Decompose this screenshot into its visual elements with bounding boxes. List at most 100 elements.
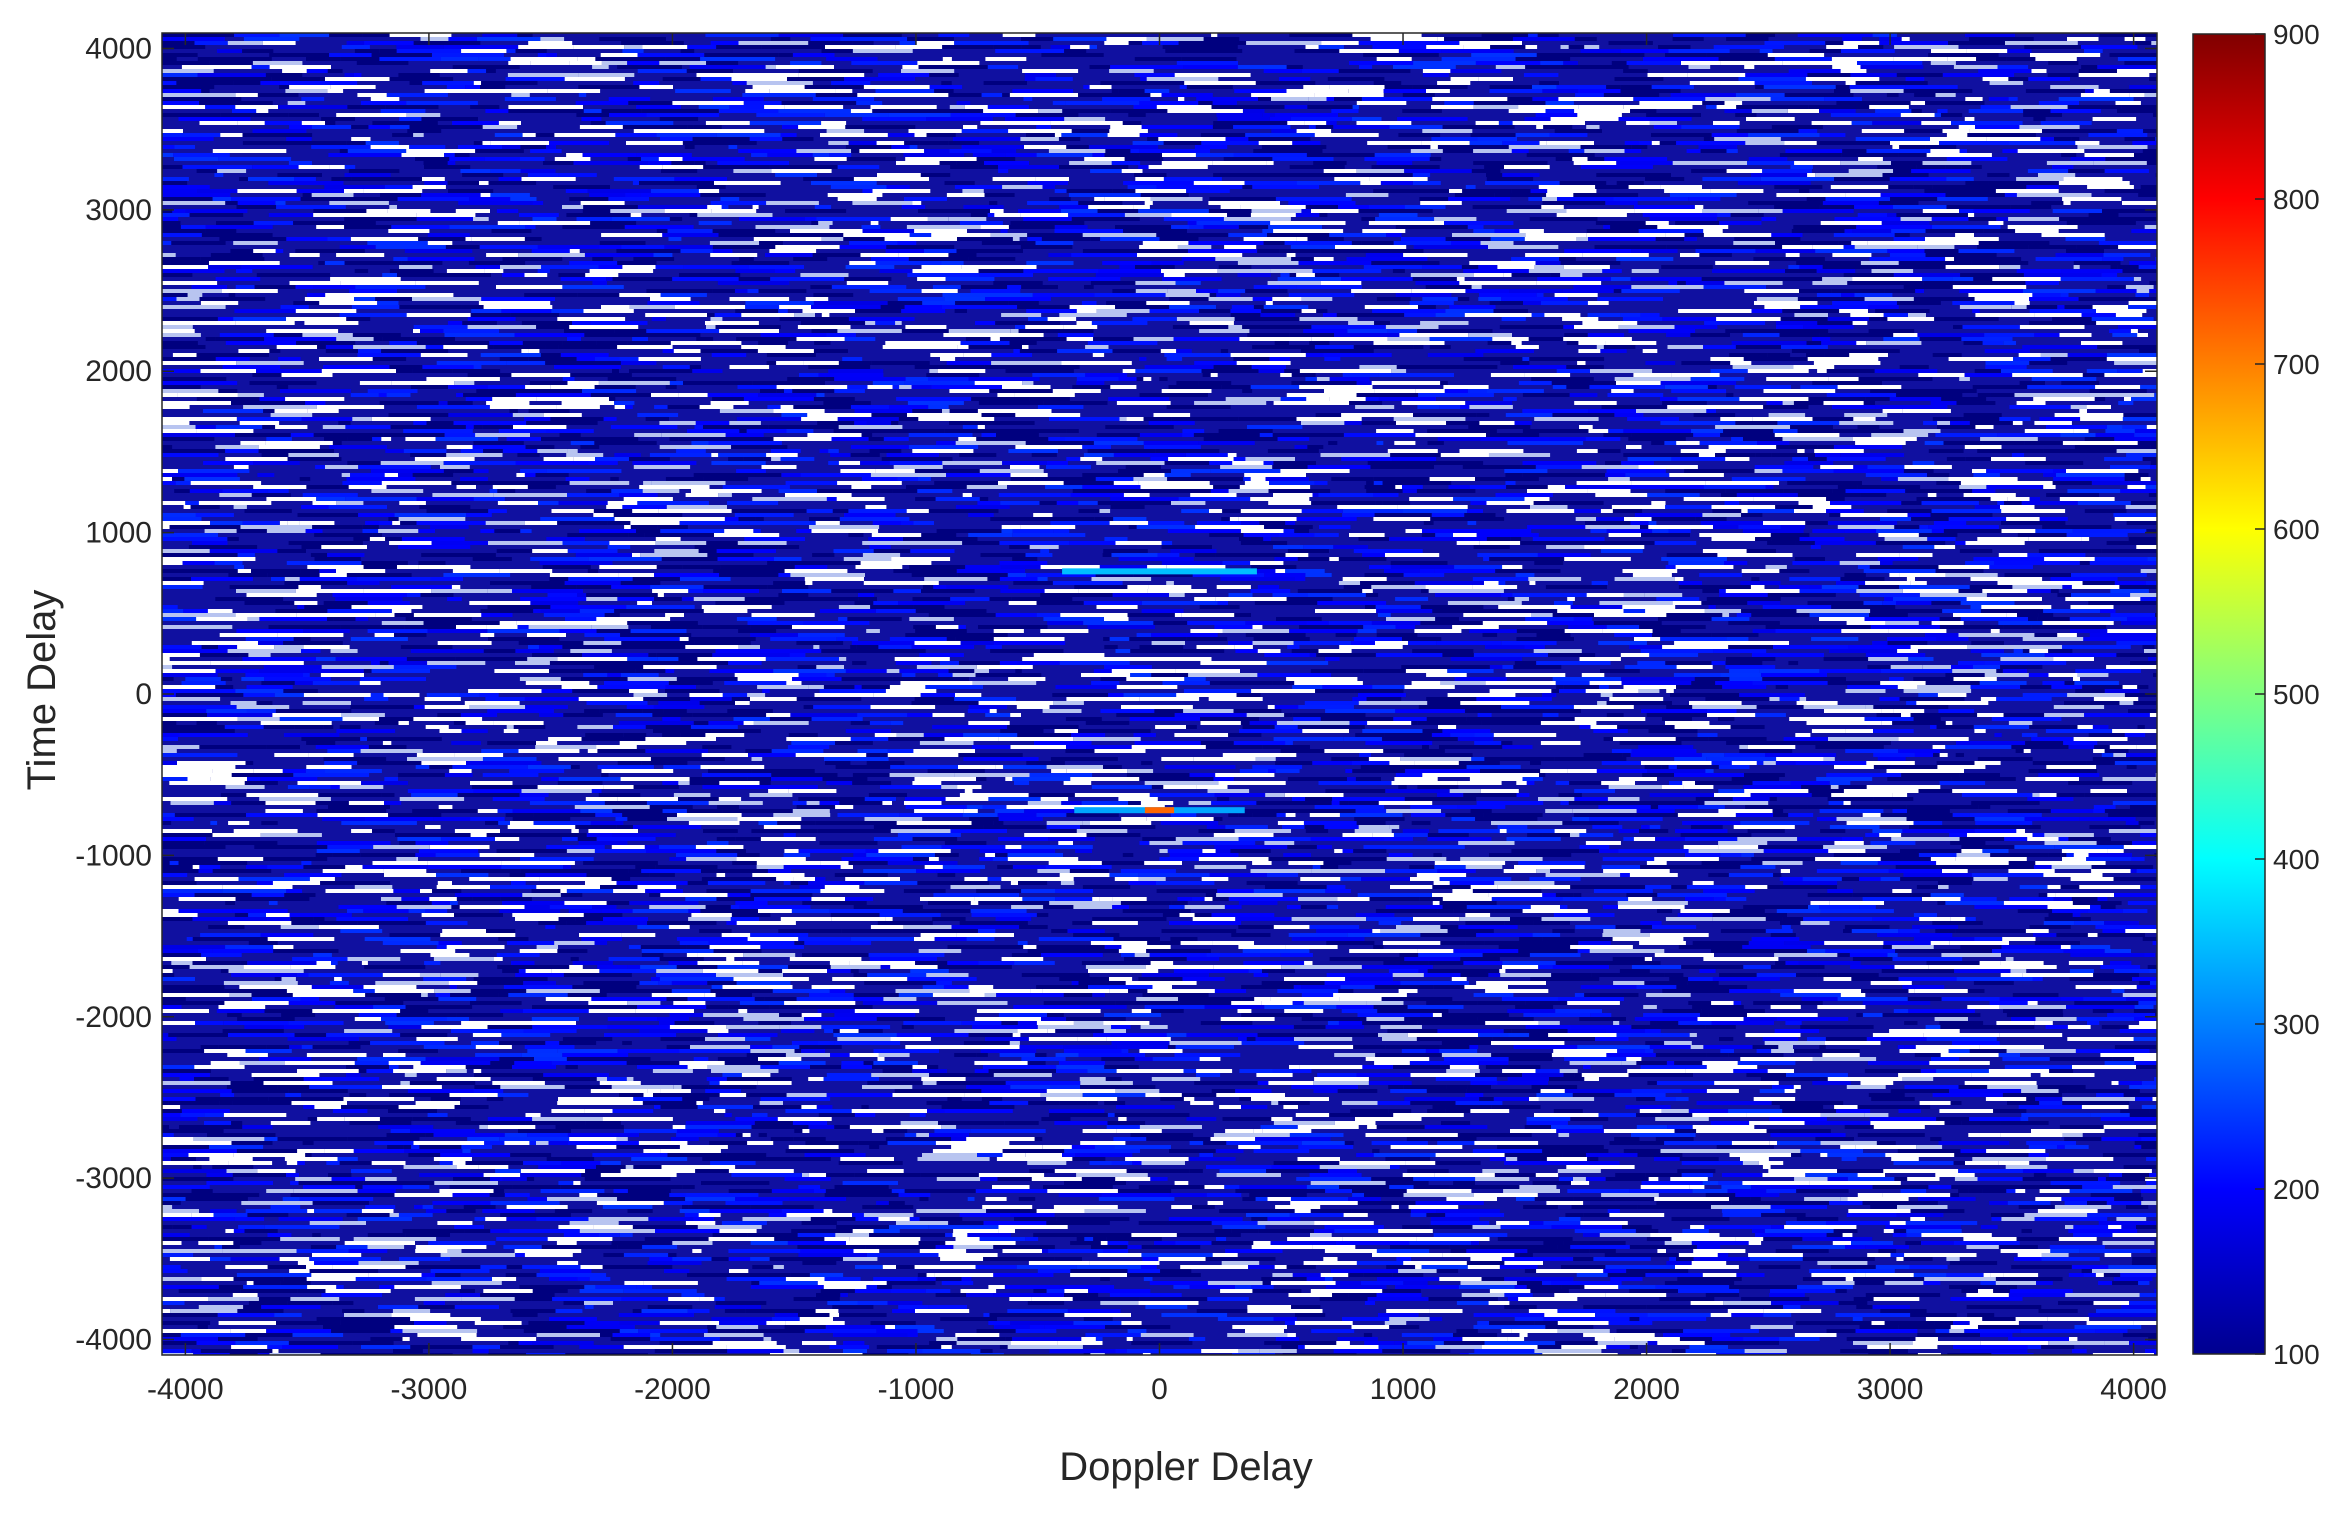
heatmap-cell [236,361,280,365]
heatmap-cell [1601,405,1668,409]
heatmap-cell [1506,209,1567,213]
heatmap-cell [2139,349,2157,353]
heatmap-cell [1896,393,1963,397]
heatmap-cell [162,537,228,541]
heatmap-cell [1768,413,1806,417]
heatmap-cell [1462,465,1536,469]
heatmap-cell [656,653,713,657]
heatmap-cell [519,677,561,681]
heatmap-cell [1463,357,1523,361]
heatmap-cell [627,341,671,345]
heatmap-cell [522,133,536,137]
heatmap-cell [648,653,657,657]
heatmap-cell [1524,117,1551,121]
heatmap-cell [2037,617,2070,621]
heatmap-cell [1320,281,1362,285]
heatmap-cell [1232,461,1264,465]
heatmap-cell [669,217,683,221]
heatmap-cell [1296,237,1308,241]
heatmap-cell [714,313,742,317]
heatmap-cell [1267,281,1321,285]
heatmap-cell [377,301,399,305]
heatmap-cell [1428,589,1504,593]
heatmap-cell [871,413,907,417]
heatmap-cell [496,549,533,553]
heatmap-cell [344,261,402,265]
heatmap-cell [1023,269,1099,273]
heatmap-cell [1911,517,1949,521]
heatmap-cell [1314,481,1328,485]
heatmap-cell [424,165,471,169]
heatmap-cell [1294,445,1308,449]
heatmap-cell [1894,233,1910,237]
heatmap-cell [1402,93,1435,97]
heatmap-cell [1974,297,2030,301]
heatmap-cell [1844,529,1877,533]
heatmap-cell [298,165,330,169]
heatmap-cell [1259,521,1286,525]
heatmap-cell [591,625,629,629]
heatmap-cell [346,141,366,145]
heatmap-cell [2050,109,2101,113]
heatmap-cell [1606,85,1621,89]
heatmap-cell [1138,481,1210,485]
heatmap-cell [1530,189,1548,193]
heatmap-cell [1473,45,1491,49]
heatmap-cell [1706,105,1717,109]
heatmap-cell [743,457,772,461]
heatmap-cell [700,57,776,61]
heatmap-cell [914,133,927,137]
heatmap-cell [1527,525,1586,529]
heatmap-cell [991,149,1017,153]
heatmap-cell [662,233,719,237]
heatmap-cell [557,657,628,661]
heatmap-cell [1608,41,1641,45]
heatmap-cell [1477,137,1517,141]
heatmap-cell [656,565,683,569]
heatmap-cell [834,389,865,393]
heatmap-cell [1580,165,1653,169]
heatmap-cell [1945,573,1998,577]
heatmap-cell [549,573,619,577]
heatmap-cell [1808,105,1870,109]
heatmap-cell [1945,673,1985,677]
heatmap-cell [472,445,526,449]
heatmap-cell [2019,381,2045,385]
heatmap-cell [2142,457,2157,461]
heatmap-cell [1196,97,1259,101]
heatmap-cell [1946,177,1974,181]
heatmap-cell [1036,601,1084,605]
heatmap-cell [1711,617,1750,621]
heatmap-cell [1716,105,1737,109]
heatmap-cell [1245,633,1306,637]
heatmap-cell [931,385,1003,389]
heatmap-cell [948,329,1011,333]
heatmap-cell [562,645,618,649]
heatmap-cell [1245,457,1295,461]
heatmap-cell [700,193,766,197]
heatmap-cell [796,529,812,533]
heatmap-cell [1854,245,1918,249]
heatmap-cell [606,505,623,509]
heatmap-cell [934,481,998,485]
heatmap-cell [484,157,520,161]
heatmap-cell [714,181,781,185]
heatmap-cell [406,113,441,117]
heatmap-cell [655,265,684,269]
heatmap-cell [1916,497,1991,501]
heatmap-cell [1594,613,1667,617]
heatmap-cell [946,637,956,641]
heatmap-cell [865,505,887,509]
heatmap-cell [192,653,200,657]
heatmap-cell [981,241,1036,245]
heatmap-cell [1902,409,1951,413]
heatmap-cell [1515,573,1535,577]
heatmap-cell [598,265,623,269]
heatmap-cell [2029,649,2049,653]
heatmap-cell [541,437,579,441]
heatmap-cell [794,409,825,413]
heatmap-cell [432,493,494,497]
heatmap-cell [665,477,704,481]
heatmap-cell [930,353,964,357]
heatmap-cell [778,573,791,577]
